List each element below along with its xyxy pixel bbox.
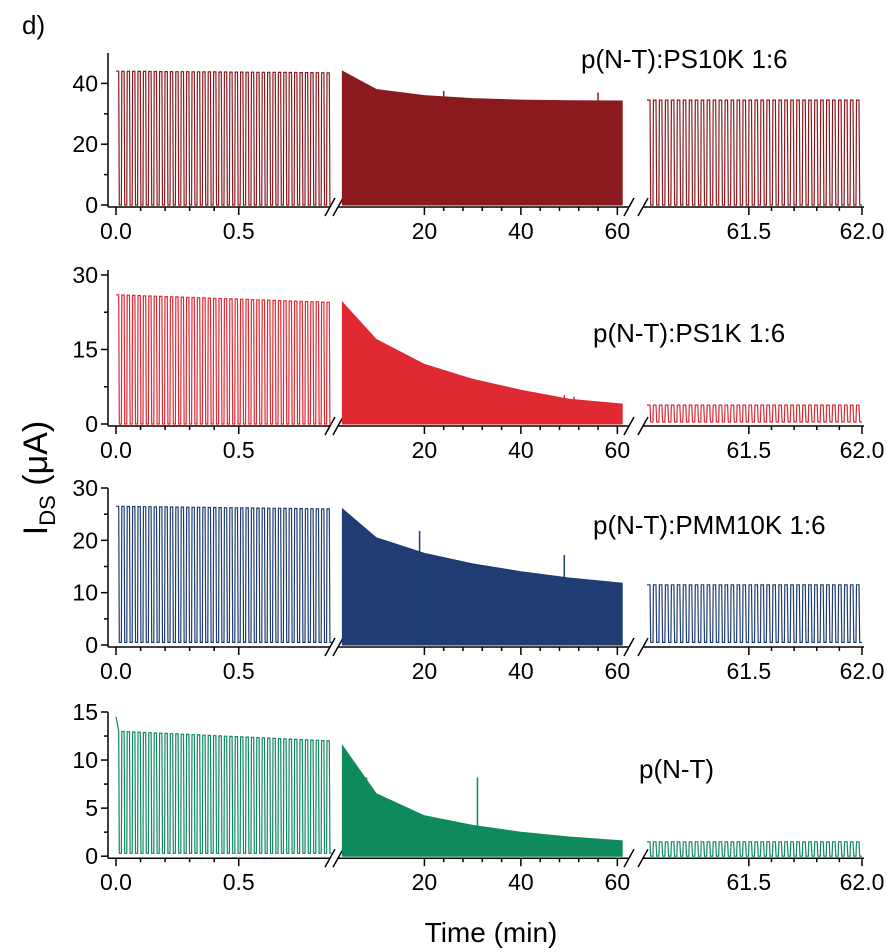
pulse-series-segment-3 (647, 584, 862, 643)
y-tick-label: 20 (72, 131, 98, 157)
pulse-series-segment-3 (647, 404, 862, 423)
x-tick-label: 20 (412, 218, 438, 244)
y-tick-label: 10 (72, 580, 98, 606)
panel-label: d) (22, 10, 45, 40)
x-tick-label: 0.5 (223, 437, 255, 463)
x-tick-label: 61.5 (726, 658, 771, 684)
x-tick-label: 20 (412, 869, 438, 895)
y-tick-label: 15 (72, 336, 98, 362)
panel-4: 0 5 10 15 0.0 0.5 20 40 60 61.5 62.0 p(N-T) (72, 699, 884, 895)
x-tick-label: 0.0 (100, 658, 132, 684)
x-tick-label: 61.5 (726, 437, 771, 463)
x-tick-label: 60 (605, 869, 631, 895)
panel-title: p(N-T):PS10K 1:6 (581, 44, 788, 74)
y-tick-label: 30 (72, 475, 98, 501)
x-tick-label: 0.0 (100, 437, 132, 463)
axis-break-mark (332, 848, 344, 868)
y-axis-label-main: I (17, 526, 55, 535)
y-tick-label: 10 (72, 747, 98, 773)
x-tick-label: 60 (605, 658, 631, 684)
axis-break-mark (324, 416, 336, 436)
y-tick-label: 0 (85, 843, 98, 869)
pulse-series-segment-3 (647, 99, 862, 206)
pulse-series-segment-3 (647, 841, 862, 857)
pulse-series-segment-1 (116, 505, 332, 643)
x-tick-label: 0.0 (100, 218, 132, 244)
panel-title: p(N-T):PS1K 1:6 (593, 318, 785, 348)
axis-break-mark (623, 197, 635, 217)
axis-break-mark (623, 637, 635, 657)
pulse-series-segment-1 (115, 716, 332, 854)
axis-break-mark (332, 637, 344, 657)
y-tick-label: 15 (72, 699, 98, 725)
filled-cycling-area (341, 507, 623, 646)
panel-title: p(N-T) (639, 754, 714, 784)
y-axis-label-unit: (μA) (17, 421, 55, 495)
x-tick-label: 62.0 (840, 218, 885, 244)
y-tick-label: 5 (85, 795, 98, 821)
x-tick-label: 60 (605, 437, 631, 463)
panel-3: 0 10 20 30 0.0 0.5 20 40 60 61.5 62.0 p(N-T):PMM10K… (72, 475, 884, 684)
y-tick-label: 0 (85, 192, 98, 218)
y-tick-label: 0 (85, 632, 98, 658)
y-tick-label: 40 (72, 70, 98, 96)
x-tick-label: 20 (412, 658, 438, 684)
x-tick-label: 62.0 (840, 658, 885, 684)
x-tick-label: 62.0 (840, 437, 885, 463)
filled-cycling-area (341, 70, 623, 206)
x-tick-label: 40 (508, 869, 534, 895)
panel-1: 0 20 40 0.0 0.5 20 40 60 61.5 62.0 p(N-T):PS10K 1:… (72, 44, 884, 244)
axis-break-mark (324, 848, 336, 868)
y-axis-label: IDS (μA) (17, 421, 60, 535)
x-tick-label: 0.5 (223, 869, 255, 895)
x-tick-label: 40 (508, 437, 534, 463)
pulse-series-segment-1 (116, 294, 332, 425)
axis-break-mark (623, 416, 635, 436)
axis-break-mark (637, 416, 649, 436)
axis-break-mark (332, 416, 344, 436)
x-tick-label: 40 (508, 658, 534, 684)
axis-break-mark (324, 197, 336, 217)
panel-title: p(N-T):PMM10K 1:6 (593, 510, 826, 540)
x-tick-label: 60 (605, 218, 631, 244)
x-tick-label: 20 (412, 437, 438, 463)
y-tick-label: 20 (72, 527, 98, 553)
x-tick-label: 62.0 (840, 869, 885, 895)
axis-break-mark (637, 848, 649, 868)
x-tick-label: 61.5 (726, 218, 771, 244)
pulse-series-segment-1 (116, 70, 332, 206)
x-tick-label: 40 (508, 218, 534, 244)
x-tick-label: 0.0 (100, 869, 132, 895)
y-axis-label-subscript: DS (35, 495, 60, 526)
axis-break-mark (623, 848, 635, 868)
filled-cycling-area (341, 301, 623, 425)
x-tick-label: 0.5 (223, 658, 255, 684)
x-tick-label: 0.5 (223, 218, 255, 244)
x-tick-label: 61.5 (726, 869, 771, 895)
y-tick-label: 0 (85, 411, 98, 437)
panel-2: 0 15 30 0.0 0.5 20 40 60 61.5 62.0 p(N-T):PS1K 1:6 (72, 262, 884, 463)
axis-break-mark (637, 197, 649, 217)
axis-break-mark (332, 197, 344, 217)
axis-break-mark (324, 637, 336, 657)
chart-panels: 0 20 40 0.0 0.5 20 40 60 61.5 62.0 p(N-T):PS10K 1:… (72, 44, 884, 895)
axis-break-mark (637, 637, 649, 657)
x-axis-label: Time (min) (425, 917, 558, 948)
y-tick-label: 30 (72, 262, 98, 288)
filled-cycling-area (341, 744, 623, 857)
